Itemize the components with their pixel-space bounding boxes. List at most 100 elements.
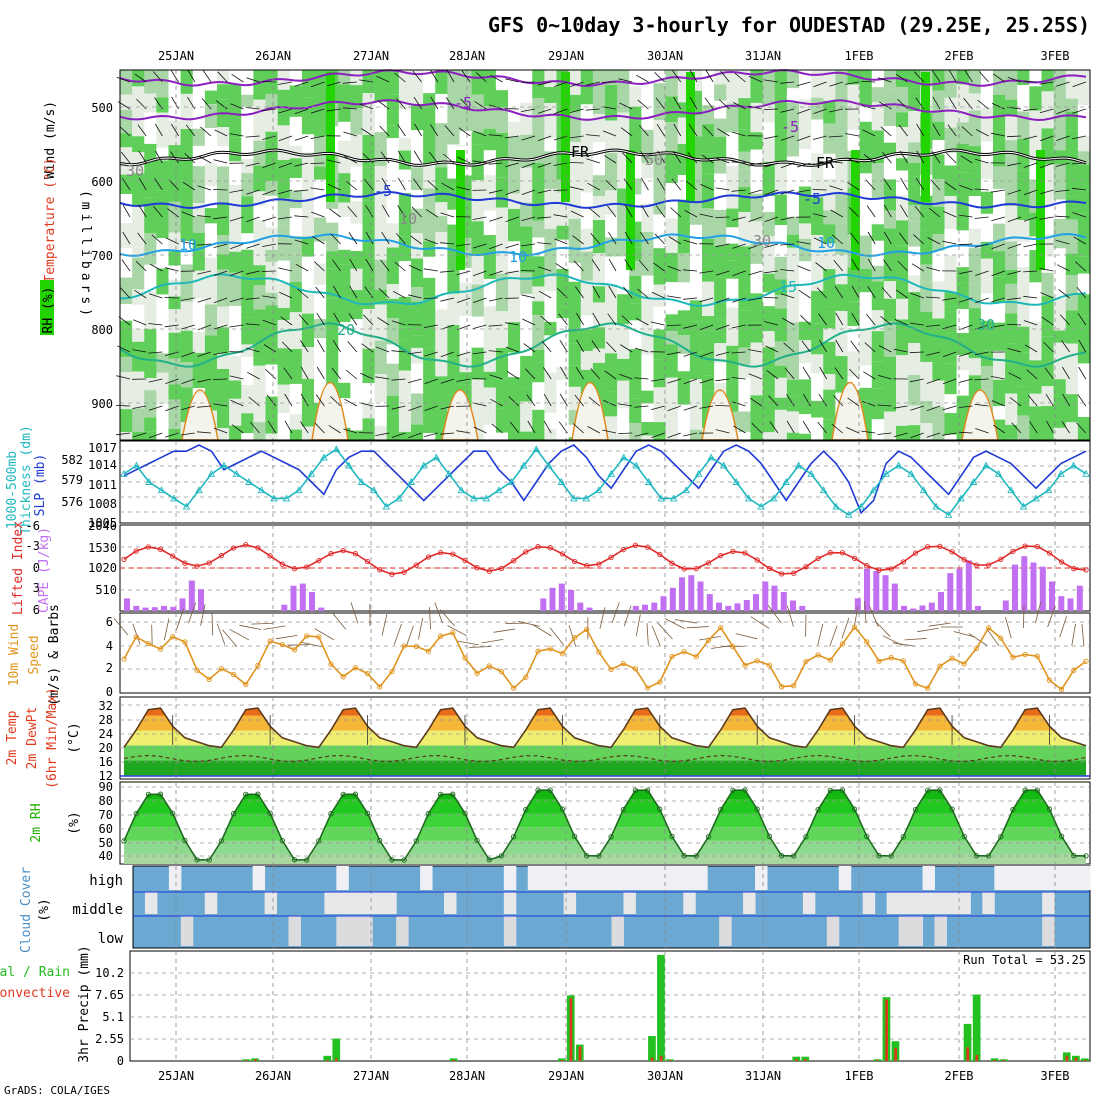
precip-convective-bar xyxy=(1075,1058,1078,1062)
wind-barb xyxy=(521,271,535,272)
rh-cell xyxy=(132,206,145,230)
rh-cell xyxy=(629,276,642,304)
cape-bar xyxy=(698,582,704,612)
rh-cell xyxy=(496,378,509,408)
rh-cell xyxy=(738,169,751,187)
cloud-high xyxy=(683,866,695,890)
rh-cell xyxy=(993,95,1006,132)
rh-cell xyxy=(278,348,291,366)
cape-bar xyxy=(300,584,306,611)
rh-cell xyxy=(278,246,291,260)
cape-bar xyxy=(587,608,593,611)
rh-cell xyxy=(763,70,776,105)
rh-cell xyxy=(896,299,909,320)
rh-cell xyxy=(399,371,412,407)
rh-cell xyxy=(120,133,133,147)
rh-cell xyxy=(181,94,194,129)
rh-cell xyxy=(641,92,654,130)
rh-cell xyxy=(484,70,497,106)
rh-cell xyxy=(120,321,133,357)
temp-tick: 24 xyxy=(99,727,113,741)
rh-cell xyxy=(690,252,703,266)
pressure-tick-label: 700 xyxy=(91,249,113,263)
rh-cell xyxy=(302,314,315,348)
cloud-middle xyxy=(205,892,217,914)
rh-cell xyxy=(156,254,169,268)
pressure-tick-label: 800 xyxy=(91,323,113,337)
rh-cell xyxy=(460,131,473,152)
rh-cell xyxy=(435,310,448,339)
cape-bar xyxy=(892,584,898,611)
rh-cell xyxy=(569,365,582,387)
cloud-low xyxy=(396,916,408,946)
rh-cell xyxy=(484,129,497,151)
rh-cell xyxy=(1017,170,1030,187)
rh-cell xyxy=(302,257,315,294)
rh-cell xyxy=(217,254,230,269)
cape-bar xyxy=(716,603,722,611)
date-label-top: 28JAN xyxy=(449,49,485,63)
date-label-top: 31JAN xyxy=(745,49,781,63)
precip-convective-bar xyxy=(804,1059,807,1061)
rh-cell xyxy=(193,332,206,353)
rh-cell xyxy=(375,341,388,374)
rh-cell xyxy=(169,145,182,157)
rh-cell xyxy=(714,84,727,100)
rh-cell xyxy=(460,70,473,96)
rh-cell xyxy=(156,404,169,437)
precip-convective-bar xyxy=(660,1056,663,1061)
rh-cell xyxy=(169,121,182,145)
rh-cell xyxy=(678,371,691,404)
rh-cell xyxy=(350,269,363,290)
cape-tick: 1020 xyxy=(88,561,117,575)
rh-cell xyxy=(1054,268,1067,284)
rh-cell xyxy=(932,154,945,179)
rh-cell xyxy=(945,153,958,166)
rh-cell xyxy=(738,432,751,440)
rh-cell xyxy=(302,400,315,427)
cloud-level-label: high xyxy=(89,873,123,889)
rh-cell xyxy=(544,70,557,87)
rh-cell xyxy=(472,256,485,284)
rh-cell xyxy=(629,398,642,423)
rh-cell xyxy=(266,262,279,293)
rh-cell xyxy=(1017,85,1030,111)
cape-bar xyxy=(938,592,944,611)
rh-cell xyxy=(702,352,715,375)
cape-bar xyxy=(753,594,759,611)
rh-cell xyxy=(520,356,533,389)
precip-convective-bar xyxy=(651,1058,654,1062)
thickness-label-a: 1000-500mb xyxy=(5,451,20,529)
rh-cell xyxy=(726,166,739,178)
contour-label: -5 xyxy=(781,118,799,136)
cloud-label-a: Cloud Cover xyxy=(19,867,34,953)
rh-cell xyxy=(229,106,242,138)
cape-bar xyxy=(318,608,324,611)
cape-bar xyxy=(772,586,778,611)
precip-convective-bar xyxy=(579,1046,582,1061)
cape-bar xyxy=(670,588,676,611)
rh-cell xyxy=(654,387,667,422)
rh-cell xyxy=(144,94,157,113)
rh-cell xyxy=(217,402,230,428)
rh-cell xyxy=(799,434,812,440)
rh-cell xyxy=(326,299,339,320)
rh-cell xyxy=(969,146,982,173)
cape-bar xyxy=(947,573,953,611)
rh-cell xyxy=(860,366,873,388)
cloud-middle xyxy=(934,892,946,914)
rh-cell xyxy=(775,295,788,308)
rh-cell xyxy=(763,417,776,432)
rh-cell xyxy=(581,351,594,370)
rh-cell xyxy=(690,266,703,300)
rh-cell xyxy=(120,223,133,248)
rh-cell xyxy=(957,309,970,333)
wind-barb xyxy=(262,271,276,272)
rh-cell xyxy=(290,158,303,178)
contour-label: -5 xyxy=(803,190,821,208)
rh-cell xyxy=(435,167,448,184)
rh-cell xyxy=(278,282,291,308)
rh-cell xyxy=(205,258,218,284)
rh-cell xyxy=(1005,206,1018,242)
